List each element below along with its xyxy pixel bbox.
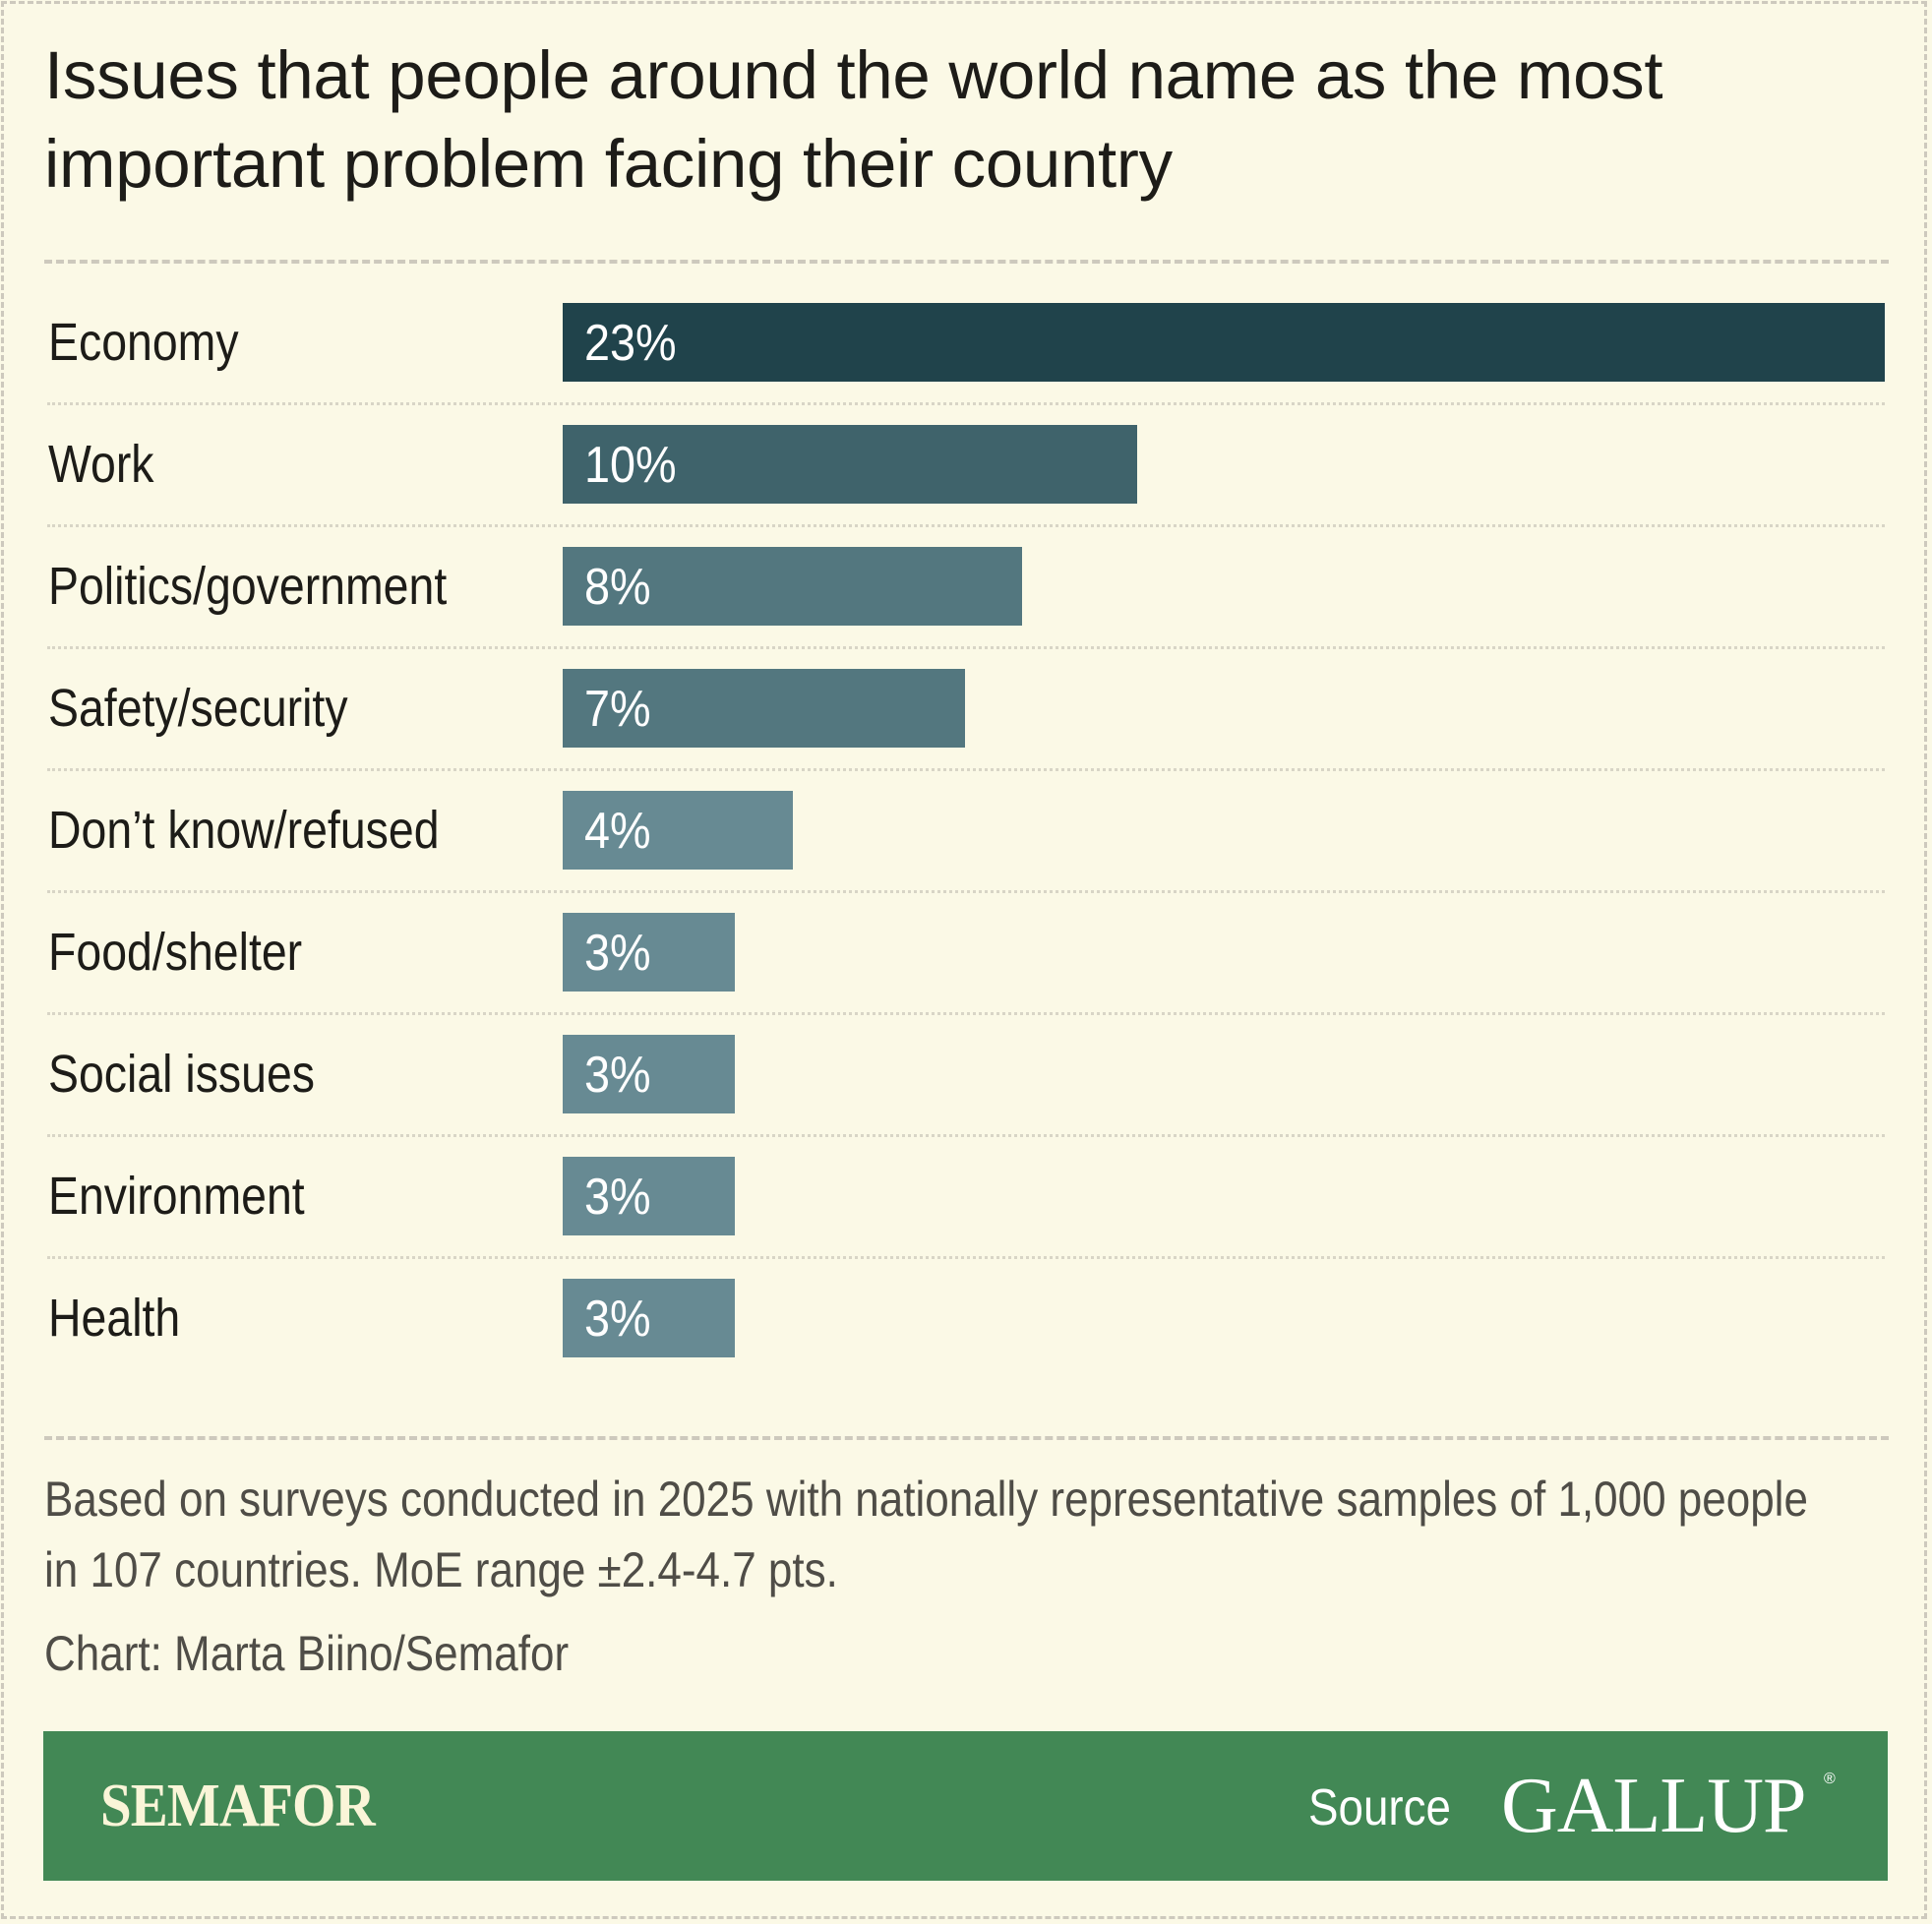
category-label: Politics/government <box>48 557 448 616</box>
bar: 4% <box>563 791 793 870</box>
chart-row: Work 10% <box>0 425 1932 547</box>
bar-value-label: 3% <box>584 1291 651 1348</box>
category-label: Social issues <box>48 1045 316 1104</box>
chart-title: Issues that people around the world name… <box>44 37 1663 202</box>
bar: 23% <box>563 303 1885 382</box>
title-divider <box>44 260 1889 264</box>
row-divider <box>47 1256 1885 1259</box>
gallup-logo: GALLUP <box>1501 1763 1807 1849</box>
methodology-note: Based on surveys conducted in 2025 with … <box>44 1472 1808 1597</box>
category-label: Health <box>48 1289 181 1348</box>
registered-mark-icon: ® <box>1824 1771 1836 1787</box>
category-label: Don’t know/refused <box>48 801 440 860</box>
chart-row: Politics/government 8% <box>0 547 1932 669</box>
bar: 3% <box>563 913 735 992</box>
bar-value-label: 23% <box>584 315 677 372</box>
bar-value-label: 7% <box>584 681 651 738</box>
bar-value-label: 3% <box>584 925 651 982</box>
category-label: Work <box>48 435 154 494</box>
bar-value-label: 3% <box>584 1047 651 1104</box>
bar-value-label: 3% <box>584 1169 651 1226</box>
chart-row: Economy 23% <box>0 303 1932 425</box>
chart-row: Don’t know/refused 4% <box>0 791 1932 913</box>
semafor-logo: SEMAFOR <box>100 1773 376 1839</box>
row-divider <box>47 1134 1885 1137</box>
row-divider <box>47 768 1885 771</box>
footer-divider <box>44 1436 1889 1440</box>
chart-row: Food/shelter 3% <box>0 913 1932 1035</box>
chart-credit: Chart: Marta Biino/Semafor <box>44 1626 570 1681</box>
row-divider <box>47 646 1885 649</box>
row-divider <box>47 890 1885 893</box>
chart-row: Health 3% <box>0 1279 1932 1401</box>
bar: 3% <box>563 1157 735 1235</box>
row-divider <box>47 402 1885 405</box>
bar: 8% <box>563 547 1022 626</box>
category-label: Safety/security <box>48 679 348 738</box>
chart-row: Social issues 3% <box>0 1035 1932 1157</box>
chart-row: Environment 3% <box>0 1157 1932 1279</box>
category-label: Food/shelter <box>48 923 303 982</box>
source-label: Source <box>1308 1779 1451 1836</box>
category-label: Economy <box>48 313 239 372</box>
bar: 3% <box>563 1279 735 1357</box>
bar-value-label: 4% <box>584 803 651 860</box>
bar: 7% <box>563 669 965 748</box>
row-divider <box>47 524 1885 527</box>
bar: 3% <box>563 1035 735 1113</box>
bar-value-label: 8% <box>584 559 651 616</box>
bar: 10% <box>563 425 1137 504</box>
bar-value-label: 10% <box>584 437 677 494</box>
brand-banner: SEMAFOR Source GALLUP ® <box>43 1731 1888 1881</box>
row-divider <box>47 1012 1885 1015</box>
category-label: Environment <box>48 1167 305 1226</box>
chart-row: Safety/security 7% <box>0 669 1932 791</box>
